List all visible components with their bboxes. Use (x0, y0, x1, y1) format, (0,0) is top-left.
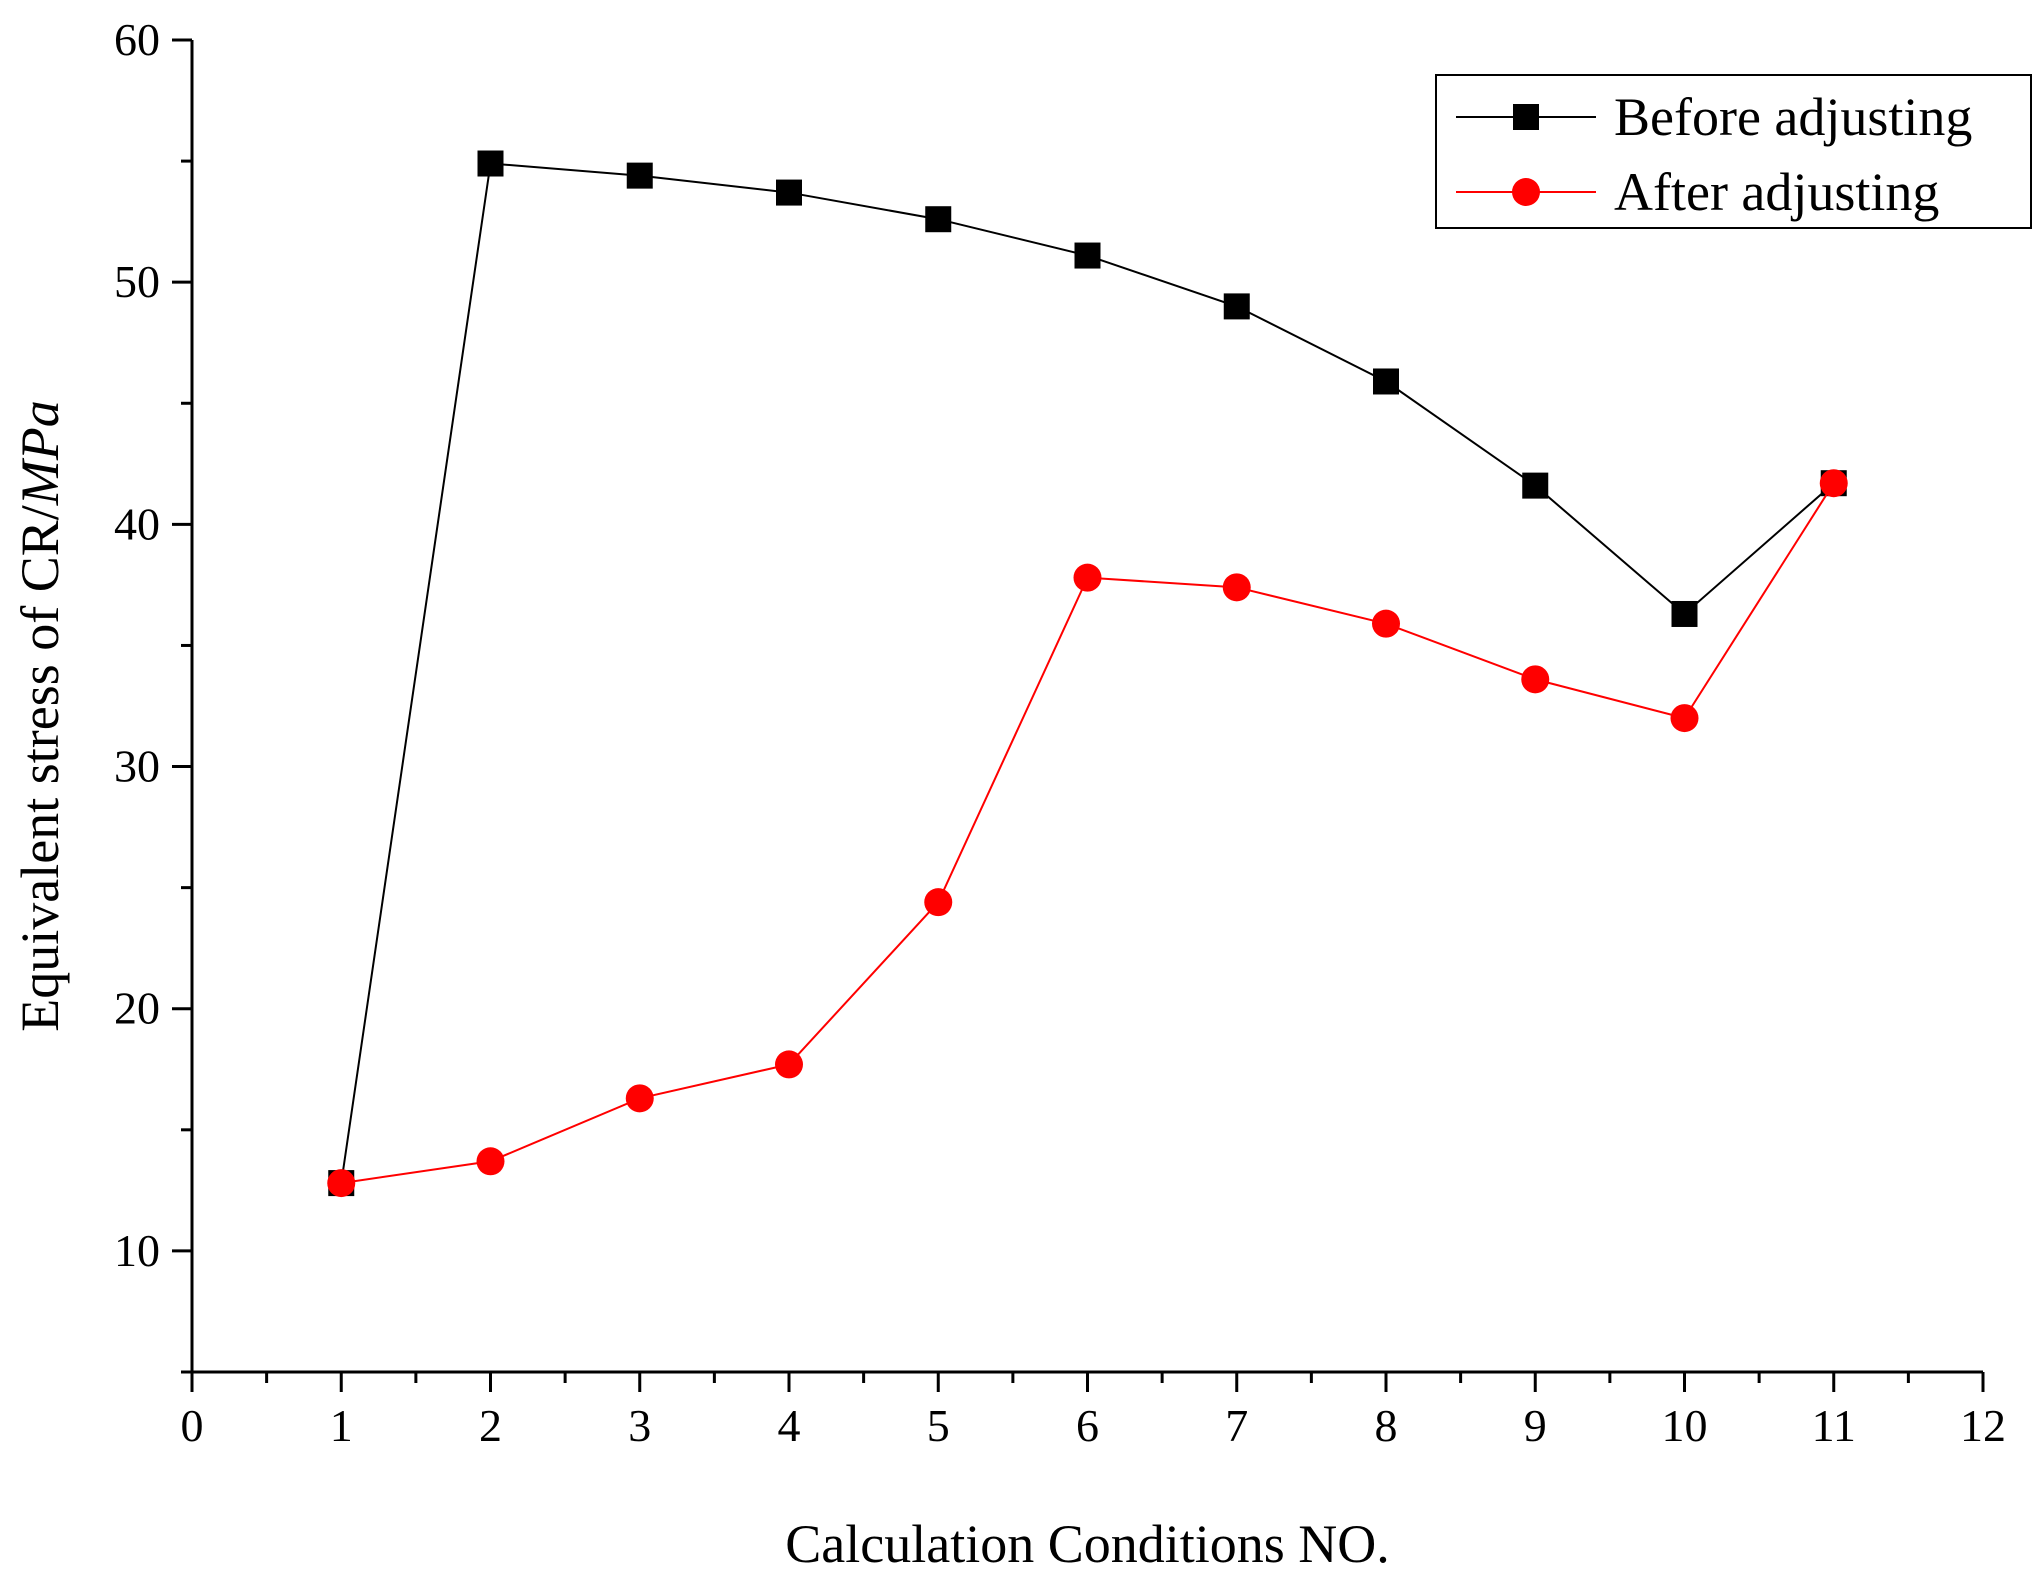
legend-label: Before adjusting (1614, 87, 1972, 147)
x-tick-label: 3 (628, 1400, 651, 1451)
data-point-square (776, 179, 802, 206)
data-point-square (1223, 293, 1250, 320)
x-tick-label: 6 (1076, 1400, 1099, 1451)
y-axis-title-unit: MPa (10, 400, 70, 506)
data-point-circle (1521, 665, 1550, 694)
legend: Before adjusting After adjusting (1435, 74, 2032, 229)
x-tick-label: 5 (927, 1400, 950, 1451)
y-ticks: 10 20 30 40 50 60 (114, 14, 192, 1374)
x-ticks: 0 1 2 3 4 5 6 7 8 9 10 11 12 (181, 1372, 2006, 1451)
y-tick-label: 10 (114, 1225, 160, 1276)
x-tick-label: 9 (1524, 1400, 1547, 1451)
data-point-circle (625, 1084, 654, 1113)
data-point-circle (476, 1147, 505, 1176)
data-point-square (626, 162, 653, 189)
data-point-square (1074, 242, 1101, 269)
data-point-circle (1670, 704, 1699, 733)
y-axis-title-prefix: Equivalent stress of CR/ (10, 505, 70, 1031)
y-tick-label: 60 (114, 14, 160, 65)
legend-item: After adjusting (1456, 162, 1939, 222)
x-tick-label: 12 (1960, 1400, 2006, 1451)
data-point-circle (1372, 609, 1400, 638)
legend-marker-circle (1512, 178, 1540, 206)
x-tick-label: 8 (1375, 1400, 1398, 1451)
y-tick-label: 40 (114, 498, 160, 549)
data-point-square (925, 206, 952, 233)
data-point-square (1671, 600, 1698, 627)
data-point-circle (1073, 563, 1102, 592)
x-axis-title: Calculation Conditions NO. (785, 1514, 1389, 1574)
data-point-circle (1819, 469, 1848, 498)
data-point-circle (327, 1169, 356, 1198)
data-point-circle (1222, 573, 1251, 602)
y-tick-label: 30 (114, 741, 160, 792)
legend-marker-square (1513, 104, 1539, 130)
data-point-circle (775, 1050, 803, 1079)
x-tick-label: 11 (1812, 1400, 1856, 1451)
x-tick-label: 0 (181, 1400, 204, 1451)
data-point-square (1522, 472, 1549, 499)
y-tick-label: 20 (114, 983, 160, 1034)
series-line (340, 162, 1835, 1184)
y-axis-title: Equivalent stress of CR/MPa (10, 400, 70, 1031)
legend-items: Before adjusting After adjusting (1456, 87, 1972, 222)
x-tick-label: 7 (1225, 1400, 1248, 1451)
legend-label: After adjusting (1614, 162, 1939, 222)
y-tick-label: 50 (114, 256, 160, 307)
data-point-circle (924, 888, 953, 917)
series-before-adjusting (328, 150, 1847, 1197)
series-after-adjusting (327, 469, 1848, 1198)
x-tick-label: 10 (1662, 1400, 1708, 1451)
x-tick-label: 2 (479, 1400, 502, 1451)
data-point-square (1373, 368, 1399, 395)
series-layer (327, 150, 1848, 1198)
data-point-square (477, 150, 504, 177)
x-tick-label: 4 (778, 1400, 801, 1451)
x-tick-label: 1 (330, 1400, 353, 1451)
legend-item: Before adjusting (1456, 87, 1972, 147)
